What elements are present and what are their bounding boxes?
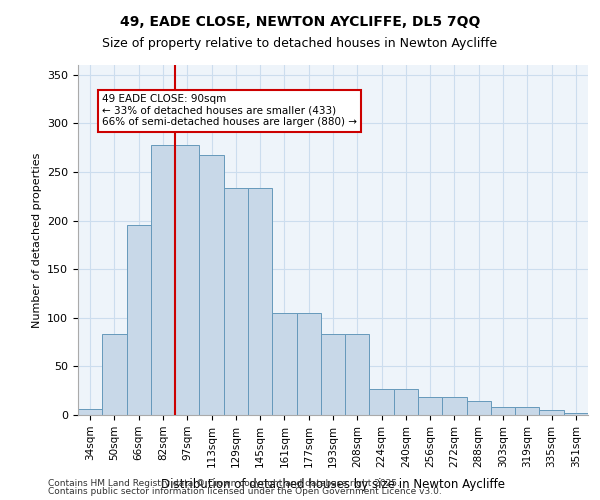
X-axis label: Distribution of detached houses by size in Newton Aycliffe: Distribution of detached houses by size … bbox=[161, 478, 505, 491]
Bar bbox=[127, 226, 151, 415]
Bar bbox=[78, 409, 102, 415]
Bar bbox=[564, 413, 588, 415]
Bar bbox=[418, 396, 442, 415]
Y-axis label: Number of detached properties: Number of detached properties bbox=[32, 152, 41, 328]
Bar bbox=[248, 188, 272, 415]
Bar bbox=[345, 334, 370, 415]
Bar bbox=[321, 334, 345, 415]
Bar bbox=[296, 313, 321, 415]
Bar bbox=[467, 402, 491, 415]
Bar bbox=[199, 156, 224, 415]
Text: 49, EADE CLOSE, NEWTON AYCLIFFE, DL5 7QQ: 49, EADE CLOSE, NEWTON AYCLIFFE, DL5 7QQ bbox=[120, 15, 480, 29]
Bar bbox=[515, 407, 539, 415]
Bar bbox=[224, 188, 248, 415]
Bar bbox=[102, 334, 127, 415]
Text: 49 EADE CLOSE: 90sqm
← 33% of detached houses are smaller (433)
66% of semi-deta: 49 EADE CLOSE: 90sqm ← 33% of detached h… bbox=[102, 94, 357, 128]
Bar bbox=[442, 396, 467, 415]
Text: Contains public sector information licensed under the Open Government Licence v3: Contains public sector information licen… bbox=[48, 487, 442, 496]
Bar bbox=[394, 389, 418, 415]
Text: Contains HM Land Registry data © Crown copyright and database right 2025.: Contains HM Land Registry data © Crown c… bbox=[48, 478, 400, 488]
Bar bbox=[491, 407, 515, 415]
Bar bbox=[272, 313, 296, 415]
Bar bbox=[370, 389, 394, 415]
Bar bbox=[151, 144, 175, 415]
Bar bbox=[175, 144, 199, 415]
Text: Size of property relative to detached houses in Newton Aycliffe: Size of property relative to detached ho… bbox=[103, 38, 497, 51]
Bar bbox=[539, 410, 564, 415]
